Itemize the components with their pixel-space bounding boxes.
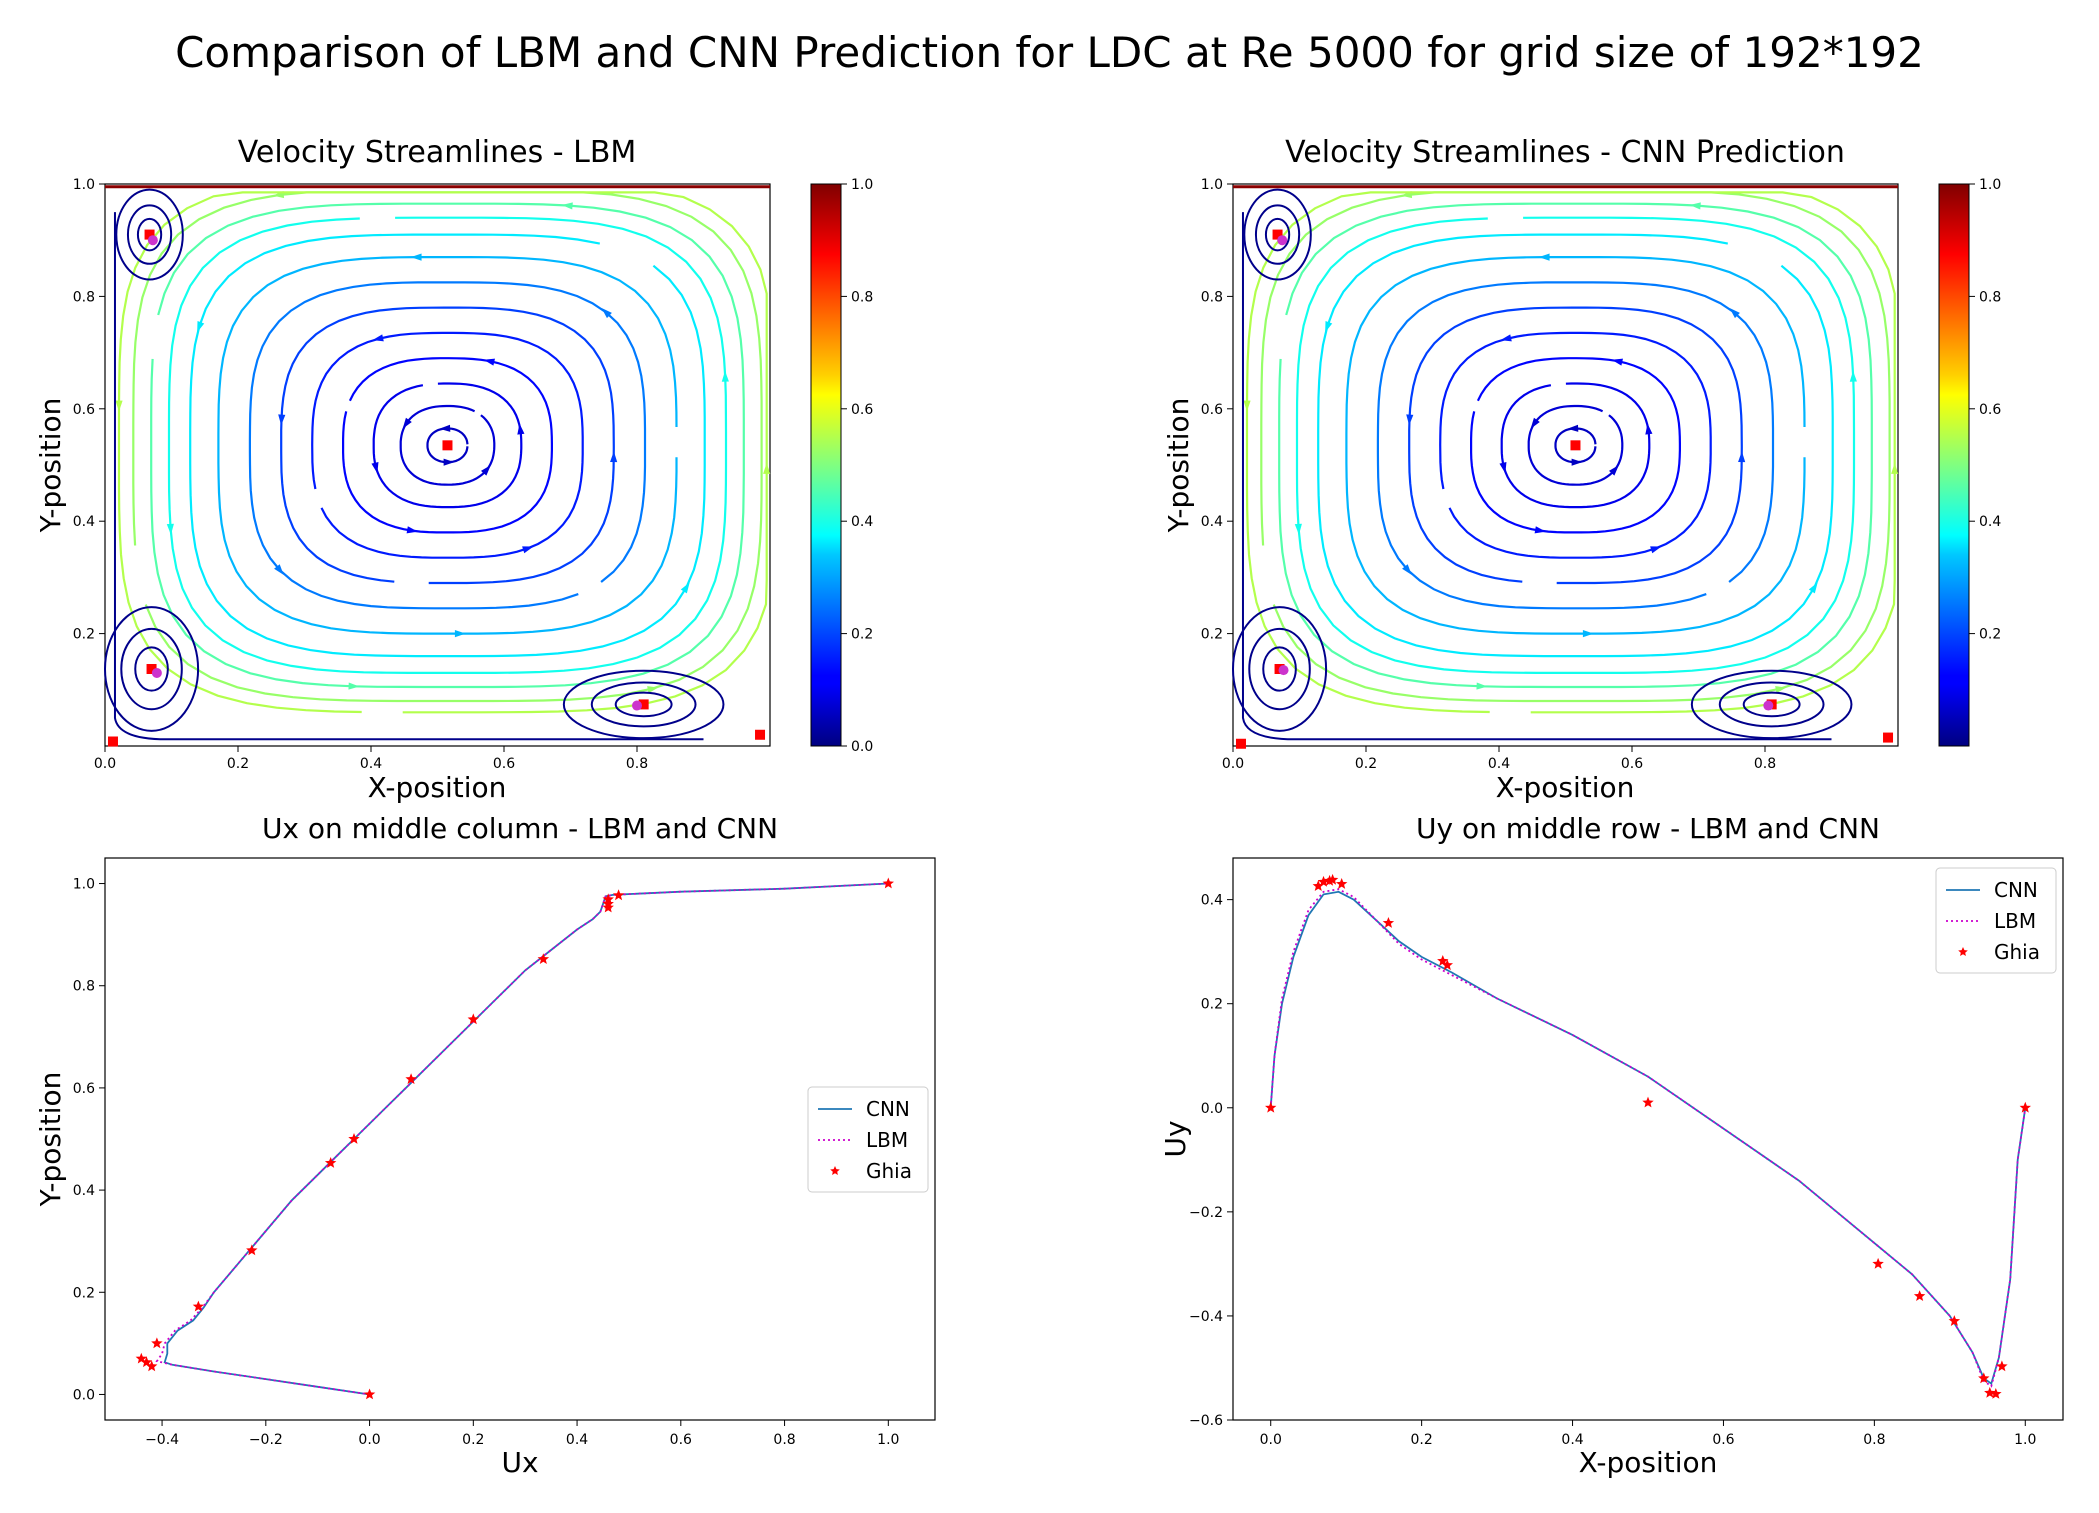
x-tick-label: 0.4 [360, 756, 382, 772]
y-tick-label: −0.4 [1189, 1309, 1223, 1325]
y-tick-label: −0.2 [1189, 1205, 1223, 1221]
y-tick-label: 0.6 [1201, 402, 1223, 418]
y-axis-label: Uy [1159, 1120, 1192, 1157]
x-tick-label: 0.8 [1863, 1432, 1885, 1448]
x-tick-label: 0.0 [1222, 756, 1244, 772]
colorbar-tick-label: 0.4 [851, 514, 873, 530]
vortex-center-marker [1236, 739, 1246, 749]
panel-title: Ux on middle column - LBM and CNN [262, 812, 778, 845]
y-tick-label: 0.4 [73, 514, 95, 530]
y-tick-label: 1.0 [1201, 177, 1223, 193]
y-tick-label: 0.8 [73, 289, 95, 305]
y-tick-label: 0.8 [1201, 289, 1223, 305]
vortex-center-marker [442, 440, 452, 450]
x-tick-label: 0.6 [1621, 756, 1643, 772]
reference-vortex-marker [152, 668, 162, 678]
colorbar-tick-label: 0.8 [1979, 289, 2001, 305]
colorbar-tick-label: 0.6 [1979, 402, 2001, 418]
panel-title: Uy on middle row - LBM and CNN [1416, 812, 1880, 845]
colorbar-tick-label: 0.8 [851, 289, 873, 305]
y-tick-label: −0.6 [1189, 1413, 1223, 1429]
x-tick-label: 0.0 [1260, 1432, 1282, 1448]
y-axis-label: Y-position [34, 398, 67, 534]
x-tick-label: 0.8 [1754, 756, 1776, 772]
y-tick-label: 0.6 [73, 402, 95, 418]
reference-vortex-marker [632, 701, 642, 711]
x-tick-label: 0.2 [1355, 756, 1377, 772]
legend-label: CNN [866, 1097, 910, 1121]
x-tick-label: −0.4 [145, 1432, 179, 1448]
uy-profile-chart: Uy on middle row - LBM and CNN 0.0 0.2 0.4… [1159, 812, 2063, 1479]
vortex-center-marker [1570, 440, 1580, 450]
y-tick-label: 0.8 [73, 979, 95, 995]
y-tick-label: 0.0 [1201, 1101, 1223, 1117]
x-tick-label: 0.0 [358, 1432, 380, 1448]
y-tick-label: 0.2 [1201, 627, 1223, 643]
panel-title: Velocity Streamlines - CNN Prediction [1285, 135, 1845, 170]
x-tick-label: 0.8 [626, 756, 648, 772]
x-tick-label: 0.2 [1411, 1432, 1433, 1448]
x-tick-label: 0.6 [670, 1432, 692, 1448]
legend-label: Ghia [1994, 940, 2040, 964]
y-tick-label: 1.0 [73, 177, 95, 193]
reference-vortex-marker [1279, 665, 1289, 675]
x-tick-label: 0.2 [462, 1432, 484, 1448]
y-tick-label: 0.4 [1201, 514, 1223, 530]
y-tick-label: 0.2 [73, 627, 95, 643]
vortex-center-marker [755, 730, 765, 740]
legend: CNN LBM Ghia [808, 1087, 928, 1192]
x-tick-label: 0.0 [94, 756, 116, 772]
x-tick-label: 0.4 [1488, 756, 1510, 772]
colorbar-tick-label: 0.2 [851, 627, 873, 643]
colorbar [811, 184, 841, 746]
plot-frame [105, 184, 770, 746]
colorbar-tick-label: 1.0 [851, 177, 873, 193]
streamplot-lbm: Velocity Streamlines - LBM 0.0 0.2 0.4 0.6 0… [34, 135, 873, 804]
colorbar-tick-label: 1.0 [1979, 177, 2001, 193]
y-tick-label: 0.4 [73, 1183, 95, 1199]
y-tick-label: 0.4 [1201, 893, 1223, 909]
reference-vortex-marker [148, 235, 158, 245]
x-axis-label: X-position [1496, 771, 1635, 804]
y-tick-label: 0.2 [1201, 997, 1223, 1013]
colorbar [1939, 184, 1969, 746]
reference-vortex-marker [1763, 701, 1773, 711]
colorbar-tick-label: 0.2 [1979, 627, 2001, 643]
legend-label: CNN [1994, 878, 2038, 902]
legend-label: LBM [1994, 909, 2036, 933]
vortex-center-marker [1883, 733, 1893, 743]
colorbar-tick-label: 0.0 [851, 739, 873, 755]
legend-label: Ghia [866, 1159, 912, 1183]
x-tick-label: −0.2 [249, 1432, 283, 1448]
streamplot-cnn: Velocity Streamlines - CNN Prediction 0.… [1162, 135, 2001, 804]
colorbar-tick-label: 0.6 [851, 402, 873, 418]
x-tick-label: 0.8 [773, 1432, 795, 1448]
y-axis-label: Y-position [1162, 398, 1195, 534]
legend: CNN LBM Ghia [1936, 868, 2056, 973]
x-tick-label: 0.6 [493, 756, 515, 772]
y-axis-label: Y-position [34, 1072, 67, 1208]
panel-title: Velocity Streamlines - LBM [238, 135, 637, 170]
x-axis-label: Ux [501, 1446, 538, 1479]
x-axis-label: X-position [368, 771, 507, 804]
ux-profile-chart: Ux on middle column - LBM and CNN −0.4 −0… [34, 812, 935, 1479]
x-tick-label: 1.0 [2014, 1432, 2036, 1448]
y-tick-label: 0.6 [73, 1081, 95, 1097]
colorbar-tick-label: 0.4 [1979, 514, 2001, 530]
y-tick-label: 0.2 [73, 1285, 95, 1301]
y-tick-label: 0.0 [73, 1387, 95, 1403]
plot-frame [1233, 184, 1898, 746]
y-tick-label: 1.0 [73, 877, 95, 893]
x-tick-label: 1.0 [877, 1432, 899, 1448]
legend-label: LBM [866, 1128, 908, 1152]
x-axis-label: X-position [1579, 1446, 1718, 1479]
x-tick-label: 0.2 [227, 756, 249, 772]
x-tick-label: 0.4 [566, 1432, 588, 1448]
reference-vortex-marker [1277, 235, 1287, 245]
vortex-center-marker [108, 737, 118, 747]
